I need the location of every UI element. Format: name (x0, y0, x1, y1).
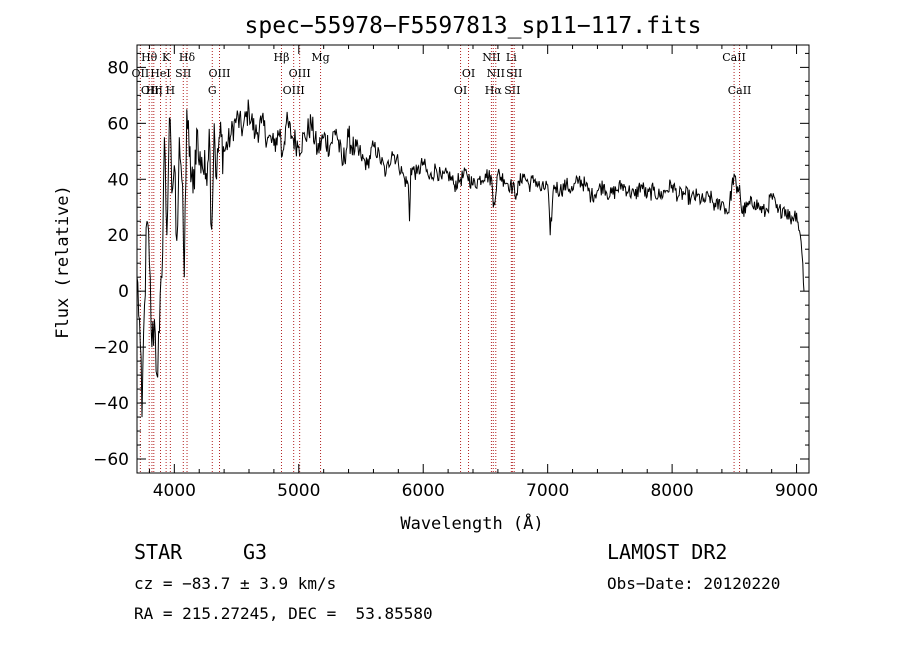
y-tick-label-1: −40 (93, 394, 129, 414)
line-label-22: SII (506, 67, 522, 80)
plot-frame (136, 44, 810, 474)
line-label-21: SII (504, 84, 520, 97)
line-label-14: Mg (311, 51, 329, 64)
line-label-2: OIII (141, 84, 163, 97)
line-label-18: Hα (485, 84, 503, 97)
line-label-3: Hη (146, 84, 162, 97)
x-axis-label: Wavelength (Å) (400, 512, 543, 534)
x-tick-label-2: 6000 (402, 481, 445, 501)
object-subclass: G3 (243, 540, 268, 564)
line-label-8: Hδ (179, 51, 196, 64)
x-tick-label-0: 4000 (153, 481, 196, 501)
line-label-11: Hβ (274, 51, 290, 64)
line-label-1: Hθ (141, 51, 158, 64)
redshift-velocity: cz = −83.7 ± 3.9 km/s (134, 574, 337, 593)
line-label-9: G (208, 84, 217, 97)
y-tick-label-6: 60 (107, 114, 129, 134)
y-tick-label-4: 20 (107, 226, 129, 246)
line-label-6: H (166, 84, 176, 97)
line-label-17: NII (482, 51, 500, 64)
line-label-7: SII (175, 67, 191, 80)
y-tick-label-5: 40 (107, 170, 129, 190)
observation-date: Obs−Date: 20120220 (607, 574, 781, 593)
line-label-20: Li (506, 51, 517, 64)
x-tick-label-1: 5000 (277, 481, 320, 501)
line-label-16: OI (462, 67, 475, 80)
y-tick-label-0: −60 (93, 450, 129, 470)
series-line-0 (136, 99, 805, 418)
line-label-4: HeI (150, 67, 170, 80)
line-label-10: OIII (208, 67, 230, 80)
line-label-5: K (162, 51, 171, 64)
spectrum-series (136, 99, 805, 418)
line-label-13: OIII (289, 67, 311, 80)
x-tick-label-3: 7000 (526, 481, 569, 501)
line-label-0: OII (132, 67, 150, 80)
y-axis-label: Flux (relative) (53, 185, 73, 339)
y-tick-label-2: −20 (93, 338, 129, 358)
x-tick-label-5: 9000 (775, 481, 818, 501)
survey-name: LAMOST DR2 (607, 540, 728, 564)
line-label-23: CaII (722, 51, 746, 64)
object-class: STAR (134, 540, 183, 564)
axis-ticks: 4000 5000 6000 7000 8000 9000 −60 −40 −20 0 20 40 60… (93, 45, 818, 501)
y-tick-label-7: 80 (107, 58, 129, 78)
x-tick-label-4: 8000 (650, 481, 693, 501)
emission-line-markers: OIIHθOIIIHηHeIKHSIIHδGOIIIHβOIIIOIIIMgOI… (132, 45, 752, 473)
coordinates: RA = 215.27245, DEC = 53.85580 (134, 604, 433, 623)
line-label-15: OI (454, 84, 467, 97)
line-label-24: CaII (728, 84, 752, 97)
line-label-12: OIII (283, 84, 305, 97)
line-label-19: NII (487, 67, 505, 80)
y-tick-label-3: 0 (118, 282, 129, 302)
chart-title: spec−55978−F5597813_sp11−117.fits (245, 13, 702, 39)
